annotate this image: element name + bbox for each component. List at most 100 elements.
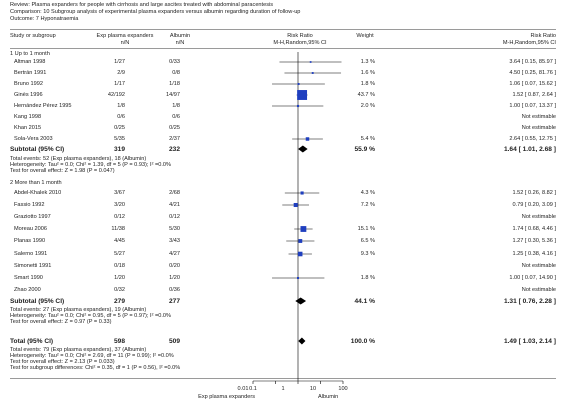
comparison-title: Comparison: 10 Subgroup analysis of expe… [10,9,301,15]
group-title: 2 More than 1 month [10,180,62,186]
ci-value: 1.52 [ 0.26, 8.82 ] [512,190,556,196]
weight-value: 1.6 % [360,70,375,76]
ci-value: Not estimable [521,214,556,220]
ci-value: 2.64 [ 0.55, 12.75 ] [509,136,556,142]
col-header-ctl: Albumin [169,33,191,39]
subtotal-ctl: 232 [168,146,180,153]
col-header-ctl-sub: n/N [175,40,185,46]
ctl-events: 3/43 [169,238,180,244]
weight-value: 15.1 % [357,226,375,232]
axis-tick-label: 0.01 [237,386,249,392]
study-name: Sola-Vera 2003 [14,136,53,142]
axis-tick-label: 0.1 [249,386,257,392]
stats-line: Total events: 52 (Exp plasma expanders),… [10,156,147,162]
weight-value: 9.3 % [360,251,375,257]
review-title: Review: Plasma expanders for people with… [10,2,274,8]
study-name: Planas 1990 [14,238,46,244]
exp-events: 1/17 [114,81,125,87]
stats-line: Total events: 79 (Exp plasma expanders),… [10,347,147,353]
exp-events: 1/8 [117,103,125,109]
ci-value: 1.25 [ 0.38, 4.16 ] [512,251,556,257]
stats-line: Test for overall effect: Z = 0.97 (P = 0… [10,319,112,325]
study-marker [305,137,310,141]
stats-line: Test for overall effect: Z = 1.98 (P = 0… [10,168,115,174]
subtotal-ci: 1.64 [ 1.01, 2.68 ] [503,146,556,153]
ctl-events: 0/8 [172,70,180,76]
weight-value: 7.2 % [360,202,375,208]
stats-line: Test for overall effect: Z = 2.13 (P = 0… [10,359,115,365]
stats-line: Heterogeneity: Tau² = 0.0; Chi² = 1.39, … [10,162,172,168]
exp-events: 42/192 [107,92,125,98]
ci-value: 1.74 [ 0.68, 4.46 ] [512,226,556,232]
ctl-events: 4/21 [169,202,180,208]
study-name: Khan 2015 [14,125,42,131]
weight-value: 4.3 % [360,190,375,196]
study-name: Kang 1998 [14,114,42,120]
ci-value: 1.00 [ 0.07, 14.90 ] [509,275,556,281]
ci-value: Not estimable [521,287,556,293]
subtotal-label: Subtotal (95% CI) [10,146,65,153]
study-name: Altman 1998 [14,59,46,65]
outcome-title: Outcome: 7 Hyponatraemia [10,16,79,22]
col-header-study: Study or subgroup [10,33,56,39]
subtotal-exp: 279 [113,298,125,305]
weight-value: 1.3 % [360,59,375,65]
study-marker [300,191,304,195]
study-name: Salerno 1991 [14,251,48,257]
ctl-events: 1/18 [169,81,180,87]
total-weight: 100.0 % [350,338,375,345]
ci-value: 1.27 [ 0.30, 5.36 ] [512,238,556,244]
study-name: Simonetti 1991 [14,263,52,269]
subtotal-diamond [298,145,308,153]
axis-right-label: Albumin [318,394,339,400]
stats-line: Heterogeneity: Tau² = 0.0; Chi² = 2.69, … [10,353,174,359]
ctl-events: 0/25 [169,125,180,131]
exp-events: 11/38 [111,226,125,232]
col-header-exp: Exp plasma expanders [96,33,154,39]
study-marker [297,90,308,100]
axis-left-label: Exp plasma expanders [198,394,255,400]
exp-events: 0/25 [114,125,125,131]
exp-events: 5/27 [114,251,125,257]
ctl-events: 0/20 [169,263,180,269]
footer-rule [10,378,556,379]
ctl-events: 2/68 [169,190,180,196]
ci-value: Not estimable [521,125,556,131]
ci-value: Not estimable [521,114,556,120]
col-header-rr2-sub: M-H,Random,95% CI [502,40,556,46]
subtotal-ci: 1.31 [ 0.76, 2.28 ] [503,298,556,305]
study-marker [311,72,314,74]
weight-value: 6.5 % [360,238,375,244]
ctl-events: 0/6 [172,114,180,120]
header-rule-bottom [10,48,556,49]
exp-events: 4/45 [114,238,125,244]
axis-tick-label: 100 [338,386,348,392]
study-name: Hernández Pérez 1995 [14,103,72,109]
ci-value: 0.79 [ 0.20, 3.09 ] [512,202,556,208]
study-marker [309,61,312,63]
total-exp: 598 [113,338,125,345]
study-name: Moreau 2006 [14,226,47,232]
study-name: Bertrán 1991 [14,70,47,76]
ci-value: 4.50 [ 0.25, 81.76 ] [509,70,556,76]
exp-events: 5/35 [114,136,125,142]
study-marker [300,226,307,232]
study-name: Ginès 1996 [14,92,43,98]
stats-line: Test for subgroup differences: Chi² = 0.… [10,365,181,371]
axis-tick-label: 1 [281,386,285,392]
study-marker [297,251,303,257]
exp-events: 0/12 [114,214,125,220]
subtotal-weight: 55.9 % [354,146,375,153]
subtotal-diamond [295,297,307,305]
exp-events: 0/32 [114,287,125,293]
stats-line: Heterogeneity: Tau² = 0.0; Chi² = 0.95, … [10,313,172,319]
stats-line: Total events: 27 (Exp plasma expanders),… [10,307,147,313]
weight-value: 1.8 % [360,81,375,87]
total-label: Total (95% CI) [10,338,54,345]
study-marker [297,82,300,86]
col-header-rr-sub: M-H,Random,95% CI [273,40,327,46]
total-diamond [298,337,306,345]
study-marker [296,104,300,108]
subtotal-weight: 44.1 % [354,298,375,305]
